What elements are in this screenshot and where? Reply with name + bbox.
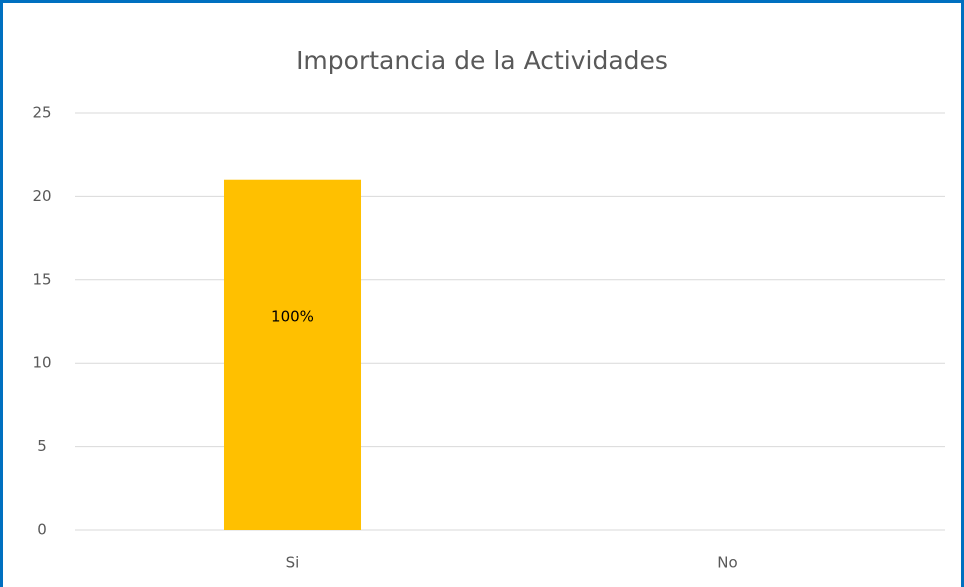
x-tick-label: No <box>717 554 737 572</box>
y-tick-label: 10 <box>32 354 51 372</box>
x-tick-label: Si <box>286 554 300 572</box>
y-tick-label: 15 <box>32 270 51 288</box>
y-tick-label: 0 <box>37 521 47 539</box>
y-tick-label: 25 <box>32 104 51 122</box>
data-label: 100% <box>271 307 314 325</box>
y-tick-label: 5 <box>37 437 47 455</box>
y-tick-label: 20 <box>32 187 51 205</box>
chart-title: Importancia de la Actividades <box>296 46 668 75</box>
bar <box>223 179 362 530</box>
